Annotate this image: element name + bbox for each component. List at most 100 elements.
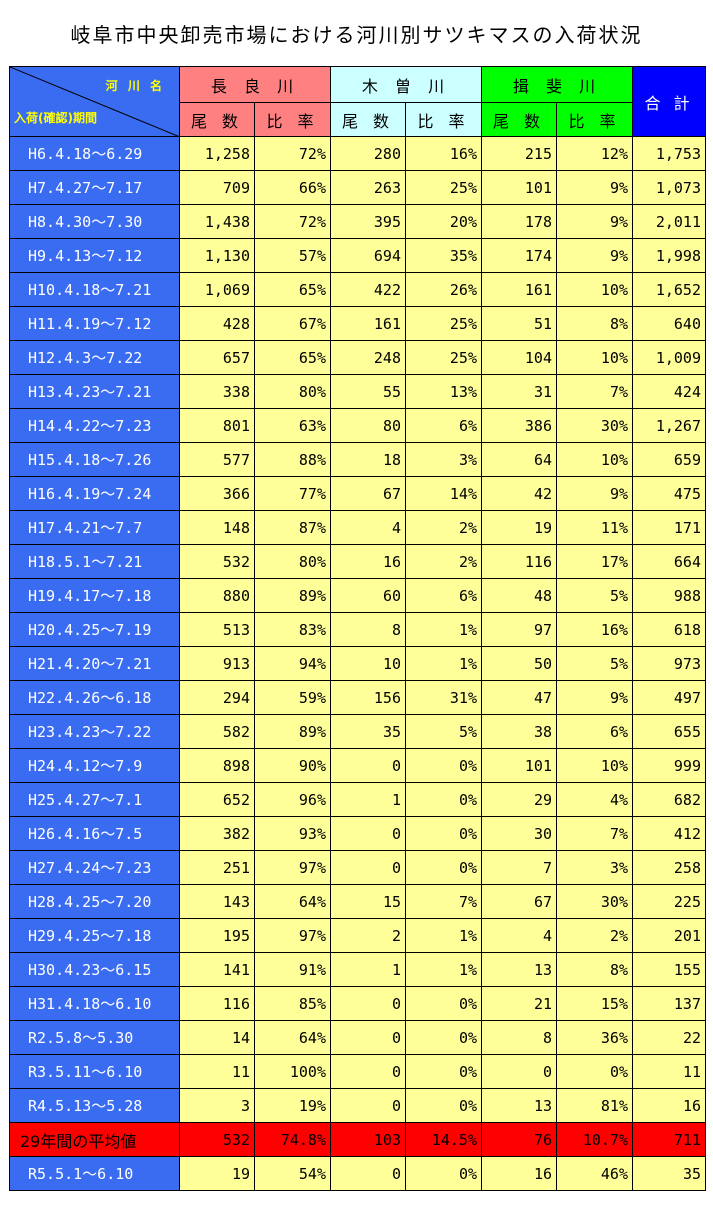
ibi-count-cell: 30	[481, 816, 557, 851]
catch-table: 河 川 名 入荷(確認)期間 長 良 川 木 曽 川 揖 斐 川 合 計 尾 数…	[9, 66, 706, 1191]
nagara-ratio-cell: 97%	[254, 850, 331, 885]
period-cell: H17.4.21～7.7	[9, 510, 180, 545]
subheader-ratio: 比 率	[254, 102, 331, 137]
corner-header: 河 川 名 入荷(確認)期間	[9, 66, 180, 137]
nagara-ratio-cell: 57%	[254, 238, 331, 273]
kiso-count-cell: 60	[330, 578, 406, 613]
nagara-count-cell: 582	[179, 714, 255, 749]
ibi-count-cell: 64	[481, 442, 557, 477]
ibi-count-cell: 51	[481, 306, 557, 341]
table-row: H19.4.17～7.18 880 89% 60 6% 48 5% 988	[9, 578, 706, 613]
nagara-ratio-cell: 66%	[254, 170, 331, 205]
ibi-ratio-cell: 5%	[556, 578, 633, 613]
total-count-cell: 711	[632, 1122, 706, 1157]
ibi-count-cell: 101	[481, 170, 557, 205]
nagara-count-cell: 1,069	[179, 272, 255, 307]
nagara-count-cell: 428	[179, 306, 255, 341]
period-cell: H31.4.18～6.10	[9, 986, 180, 1021]
ibi-count-cell: 19	[481, 510, 557, 545]
ibi-count-cell: 178	[481, 204, 557, 239]
period-cell: H22.4.26～6.18	[9, 680, 180, 715]
kiso-count-cell: 0	[330, 816, 406, 851]
period-cell: H29.4.25～7.18	[9, 918, 180, 953]
nagara-count-cell: 116	[179, 986, 255, 1021]
ibi-count-cell: 16	[481, 1156, 557, 1191]
ibi-count-cell: 174	[481, 238, 557, 273]
table-row: H26.4.16～7.5 382 93% 0 0% 30 7% 412	[9, 816, 706, 851]
total-count-cell: 137	[632, 986, 706, 1021]
ibi-count-cell: 21	[481, 986, 557, 1021]
kiso-count-cell: 80	[330, 408, 406, 443]
nagara-ratio-cell: 89%	[254, 714, 331, 749]
period-cell: R3.5.11～6.10	[9, 1054, 180, 1089]
nagara-ratio-cell: 67%	[254, 306, 331, 341]
subheader-ratio: 比 率	[556, 102, 633, 137]
table-row: H15.4.18～7.26 577 88% 18 3% 64 10% 659	[9, 442, 706, 477]
period-cell: H8.4.30～7.30	[9, 204, 180, 239]
kiso-ratio-cell: 0%	[405, 986, 482, 1021]
total-count-cell: 171	[632, 510, 706, 545]
ibi-count-cell: 31	[481, 374, 557, 409]
nagara-ratio-cell: 72%	[254, 204, 331, 239]
nagara-count-cell: 143	[179, 884, 255, 919]
nagara-count-cell: 657	[179, 340, 255, 375]
nagara-ratio-cell: 91%	[254, 952, 331, 987]
ibi-count-cell: 76	[481, 1122, 557, 1157]
table-row: H24.4.12～7.9 898 90% 0 0% 101 10% 999	[9, 748, 706, 783]
page-title: 岐阜市中央卸売市場における河川別サツキマスの入荷状況	[70, 22, 643, 47]
table-body: H6.4.18～6.29 1,258 72% 280 16% 215 12% 1,753 H7.…	[9, 136, 706, 1191]
kiso-ratio-cell: 6%	[405, 408, 482, 443]
ibi-ratio-cell: 9%	[556, 680, 633, 715]
kiso-ratio-cell: 13%	[405, 374, 482, 409]
nagara-count-cell: 1,438	[179, 204, 255, 239]
kiso-ratio-cell: 0%	[405, 782, 482, 817]
kiso-ratio-cell: 1%	[405, 918, 482, 953]
kiso-ratio-cell: 20%	[405, 204, 482, 239]
period-cell: R4.5.13～5.28	[9, 1088, 180, 1123]
subheader-count: 尾 数	[330, 102, 406, 137]
ibi-count-cell: 4	[481, 918, 557, 953]
kiso-count-cell: 103	[330, 1122, 406, 1157]
nagara-ratio-cell: 87%	[254, 510, 331, 545]
nagara-count-cell: 195	[179, 918, 255, 953]
table-row: H22.4.26～6.18 294 59% 156 31% 47 9% 497	[9, 680, 706, 715]
ibi-count-cell: 8	[481, 1020, 557, 1055]
ibi-count-cell: 42	[481, 476, 557, 511]
total-count-cell: 682	[632, 782, 706, 817]
corner-diagonal	[10, 67, 178, 136]
table-row: R4.5.13～5.28 3 19% 0 0% 13 81% 16	[9, 1088, 706, 1123]
ibi-ratio-cell: 17%	[556, 544, 633, 579]
ibi-ratio-cell: 30%	[556, 408, 633, 443]
ibi-count-cell: 161	[481, 272, 557, 307]
nagara-count-cell: 898	[179, 748, 255, 783]
total-count-cell: 988	[632, 578, 706, 613]
table-row: H7.4.27～7.17 709 66% 263 25% 101 9% 1,073	[9, 170, 706, 205]
nagara-ratio-cell: 64%	[254, 884, 331, 919]
ibi-ratio-cell: 8%	[556, 952, 633, 987]
nagara-ratio-cell: 89%	[254, 578, 331, 613]
ibi-ratio-cell: 10.7%	[556, 1122, 633, 1157]
kiso-count-cell: 0	[330, 1020, 406, 1055]
period-cell: H26.4.16～7.5	[9, 816, 180, 851]
table-row: H28.4.25～7.20 143 64% 15 7% 67 30% 225	[9, 884, 706, 919]
table-row: H18.5.1～7.21 532 80% 16 2% 116 17% 664	[9, 544, 706, 579]
ibi-ratio-cell: 2%	[556, 918, 633, 953]
nagara-count-cell: 880	[179, 578, 255, 613]
kiso-ratio-cell: 25%	[405, 340, 482, 375]
ibi-ratio-cell: 6%	[556, 714, 633, 749]
ibi-count-cell: 215	[481, 136, 557, 171]
ibi-ratio-cell: 3%	[556, 850, 633, 885]
period-cell: H6.4.18～6.29	[9, 136, 180, 171]
ibi-ratio-cell: 10%	[556, 442, 633, 477]
total-count-cell: 659	[632, 442, 706, 477]
total-count-cell: 1,073	[632, 170, 706, 205]
header-nagara: 長 良 川	[179, 66, 331, 103]
nagara-ratio-cell: 83%	[254, 612, 331, 647]
kiso-count-cell: 67	[330, 476, 406, 511]
total-count-cell: 201	[632, 918, 706, 953]
subheader-count: 尾 数	[179, 102, 255, 137]
ibi-ratio-cell: 16%	[556, 612, 633, 647]
period-cell: H11.4.19～7.12	[9, 306, 180, 341]
ibi-count-cell: 29	[481, 782, 557, 817]
kiso-ratio-cell: 1%	[405, 952, 482, 987]
